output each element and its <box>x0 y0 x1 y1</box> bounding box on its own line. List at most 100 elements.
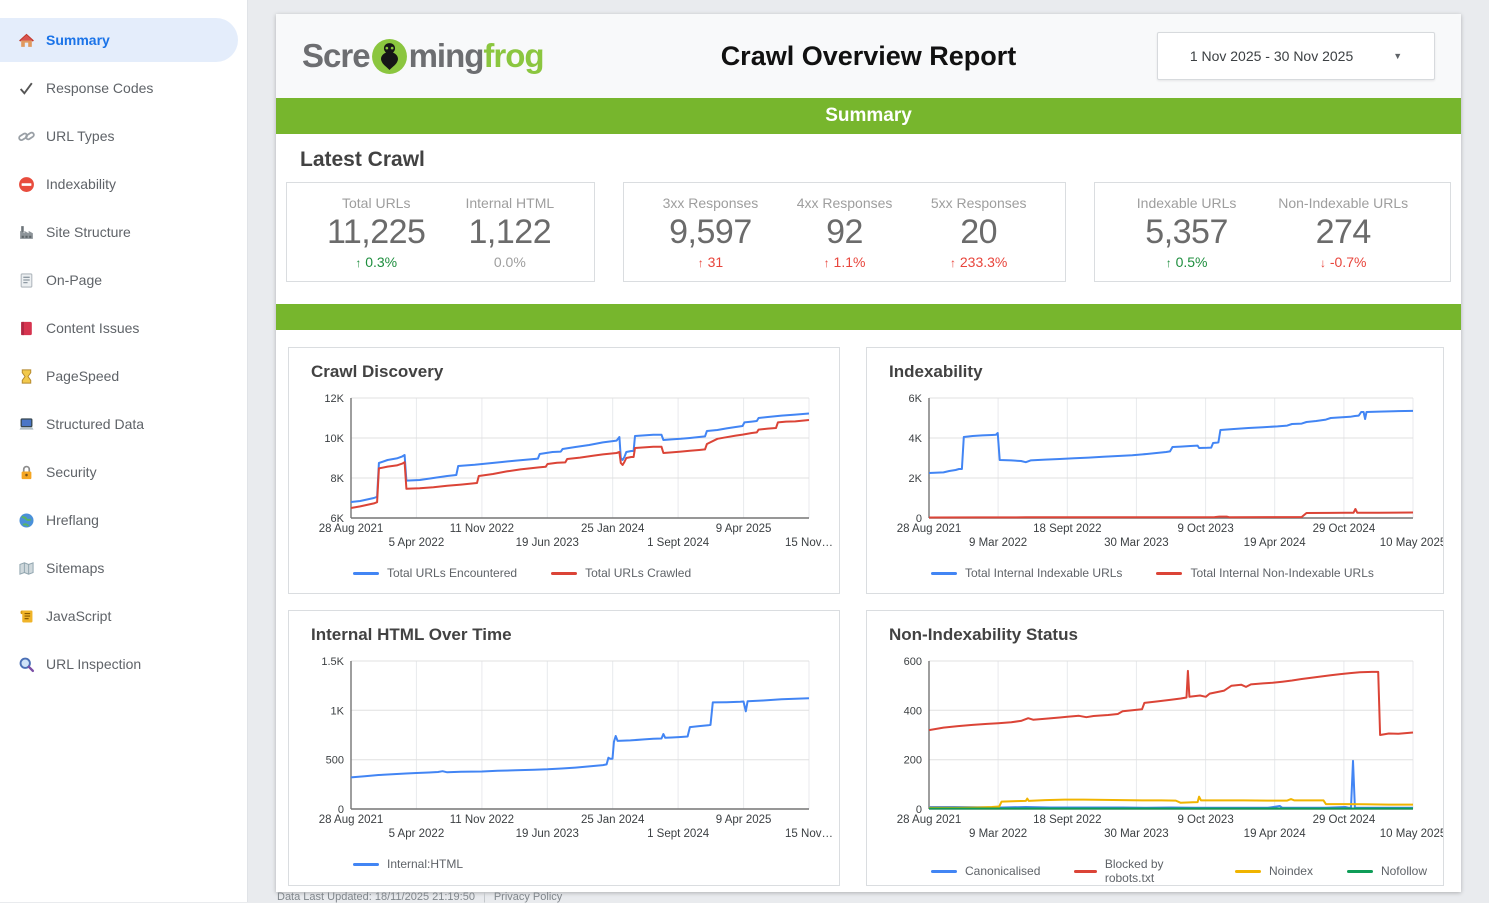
kpi-card-2: Indexable URLs 5,357 ↑ 0.5% Non-Indexable U… <box>1093 182 1451 282</box>
sidebar-item-site-structure[interactable]: Site Structure <box>0 210 238 254</box>
sidebar-item-response-codes[interactable]: Response Codes <box>0 66 238 110</box>
sidebar-item-content-issues[interactable]: Content Issues <box>0 306 238 350</box>
metric-delta: ↑ 0.3% <box>355 253 398 270</box>
chart-title: Crawl Discovery <box>311 362 444 381</box>
factory-icon <box>18 224 35 241</box>
sidebar-item-label: Security <box>46 464 97 480</box>
legend-label: Internal:HTML <box>387 857 464 871</box>
svg-text:28 Aug 2021: 28 Aug 2021 <box>897 814 962 826</box>
kpi-metric: 5xx Responses 20 ↑ 233.3% <box>931 195 1027 270</box>
legend-item[interactable]: Total URLs Crawled <box>551 566 691 580</box>
sidebar-item-label: Site Structure <box>46 224 131 240</box>
report-footer: Data Last Updated: 18/11/2025 21:19:50 |… <box>277 891 562 903</box>
svg-text:9 Oct 2023: 9 Oct 2023 <box>1177 814 1233 826</box>
legend-item[interactable]: Blocked by robots.txt <box>1074 857 1201 885</box>
logo-text-mid: ming <box>408 37 485 74</box>
legend-item[interactable]: Total Internal Indexable URLs <box>931 566 1122 580</box>
link-icon <box>18 128 35 145</box>
magnifier-icon <box>18 656 35 673</box>
section-band-divider <box>276 304 1461 330</box>
legend-swatch <box>1346 869 1373 873</box>
legend-label: Total URLs Crawled <box>585 566 692 580</box>
svg-text:12K: 12K <box>324 393 344 405</box>
section-band-summary: Summary <box>276 98 1461 134</box>
metric-label: Total URLs <box>342 194 411 211</box>
svg-text:15 Nov…: 15 Nov… <box>785 537 833 549</box>
svg-text:11 Nov 2022: 11 Nov 2022 <box>450 523 514 535</box>
metric-delta: ↑ 1.1% <box>823 253 866 270</box>
kpi-card-1: 3xx Responses 9,597 ↑ 31 4xx Responses 92 ↑ 1… <box>623 182 1066 282</box>
map-icon <box>18 560 35 577</box>
sidebar-item-url-types[interactable]: URL Types <box>0 114 238 158</box>
chart-plot-area[interactable]: 6K 8K 10K 12K 28 Aug 2021 5 Apr 2022 11 Nov 20… <box>305 392 833 552</box>
svg-text:1 Sept 2024: 1 Sept 2024 <box>647 537 710 549</box>
privacy-policy-link[interactable]: Privacy Policy <box>493 891 563 903</box>
chart-plot-area[interactable]: 0 500 1K 1.5K 28 Aug 2021 5 Apr 2022 11 Nov 20… <box>305 655 833 843</box>
legend-item[interactable]: Total URLs Encountered <box>353 566 517 580</box>
svg-text:15 Nov…: 15 Nov… <box>785 828 833 840</box>
svg-text:10 May 2025: 10 May 2025 <box>1380 537 1444 549</box>
report-header: Scre ming frog Crawl Overview Report 1 Nov… <box>276 14 1461 98</box>
metric-label: Internal HTML <box>465 194 555 211</box>
svg-text:1K: 1K <box>331 705 345 717</box>
svg-text:400: 400 <box>904 705 922 717</box>
svg-text:0: 0 <box>916 804 922 816</box>
svg-text:28 Aug 2021: 28 Aug 2021 <box>897 523 962 535</box>
metric-delta: ↑ 233.3% <box>950 253 1008 270</box>
metric-label: 5xx Responses <box>930 194 1027 211</box>
kpi-metric: 3xx Responses 9,597 ↑ 31 <box>663 195 759 270</box>
sidebar-item-hreflang[interactable]: Hreflang <box>0 498 238 542</box>
chart-title: Indexability <box>889 362 983 381</box>
sidebar-item-structured-data[interactable]: Structured Data <box>0 402 238 446</box>
sidebar-item-security[interactable]: Security <box>0 450 238 494</box>
legend-swatch <box>1156 571 1183 575</box>
legend-item[interactable]: Nofollow <box>1346 864 1427 878</box>
screamingfrog-logo: Scre ming frog <box>302 37 545 75</box>
sidebar-item-on-page[interactable]: On-Page <box>0 258 238 302</box>
legend-item[interactable]: Total Internal Non-Indexable URLs <box>1156 566 1374 580</box>
legend-item[interactable]: Internal:HTML <box>353 857 463 871</box>
legend-item[interactable]: Canonicalised <box>931 864 1040 878</box>
metric-delta: ↑ 31 <box>697 253 724 270</box>
svg-text:11 Nov 2022: 11 Nov 2022 <box>450 814 514 826</box>
svg-text:6K: 6K <box>331 513 345 525</box>
svg-text:19 Jun 2023: 19 Jun 2023 <box>516 828 579 840</box>
legend-label: Canonicalised <box>965 864 1041 878</box>
svg-text:28 Aug 2021: 28 Aug 2021 <box>319 814 384 826</box>
svg-text:30 Mar 2023: 30 Mar 2023 <box>1104 537 1169 549</box>
home-icon <box>18 32 35 49</box>
sidebar-item-indexability[interactable]: Indexability <box>0 162 238 206</box>
legend-swatch <box>931 571 957 575</box>
sidebar-item-summary[interactable]: Summary <box>0 18 238 62</box>
kpi-metric: Non-Indexable URLs 274 ↓ -0.7% <box>1278 195 1408 270</box>
svg-text:10 May 2025: 10 May 2025 <box>1380 828 1444 840</box>
sidebar-item-pagespeed[interactable]: PageSpeed <box>0 354 238 398</box>
globe-icon <box>18 512 35 529</box>
metric-value: 5,357 <box>1145 212 1228 251</box>
chart-plot-area[interactable]: 0 2K 4K 6K 28 Aug 2021 9 Mar 2022 18 Sept 2022… <box>883 392 1443 552</box>
legend-swatch <box>353 862 379 866</box>
document-icon <box>18 272 35 289</box>
date-range-selector[interactable]: 1 Nov 2025 - 30 Nov 2025 ▼ <box>1157 32 1435 80</box>
arrow-up-icon: ↑ <box>823 255 830 270</box>
sidebar-item-javascript[interactable]: JavaScript <box>0 594 238 638</box>
svg-text:29 Oct 2024: 29 Oct 2024 <box>1313 814 1376 826</box>
svg-text:9 Mar 2022: 9 Mar 2022 <box>969 537 1027 549</box>
data-last-updated: Data Last Updated: 18/11/2025 21:19:50 <box>277 891 475 903</box>
kpi-card-0: Total URLs 11,225 ↑ 0.3% Internal HTML 1,122… <box>286 182 596 282</box>
metric-value: 9,597 <box>669 212 752 251</box>
sidebar-item-sitemaps[interactable]: Sitemaps <box>0 546 238 590</box>
legend-swatch <box>1234 869 1261 873</box>
sidebar-item-label: Hreflang <box>46 512 99 528</box>
kpi-row: Total URLs 11,225 ↑ 0.3% Internal HTML 1,122… <box>286 182 1451 304</box>
svg-text:19 Jun 2023: 19 Jun 2023 <box>516 537 579 549</box>
arrow-up-icon: ↑ <box>950 255 956 270</box>
svg-text:28 Aug 2021: 28 Aug 2021 <box>319 523 384 535</box>
svg-text:8K: 8K <box>331 473 345 485</box>
sidebar-item-url-inspection[interactable]: URL Inspection <box>0 642 238 686</box>
chart-plot-area[interactable]: 0 200 400 600 28 Aug 2021 9 Mar 2022 18 Sept 2… <box>883 655 1443 843</box>
legend-item[interactable]: Noindex <box>1234 864 1313 878</box>
metric-label: 4xx Responses <box>796 194 893 211</box>
metric-delta: ↑ 0.5% <box>1165 253 1208 270</box>
chart-title: Internal HTML Over Time <box>311 625 512 644</box>
